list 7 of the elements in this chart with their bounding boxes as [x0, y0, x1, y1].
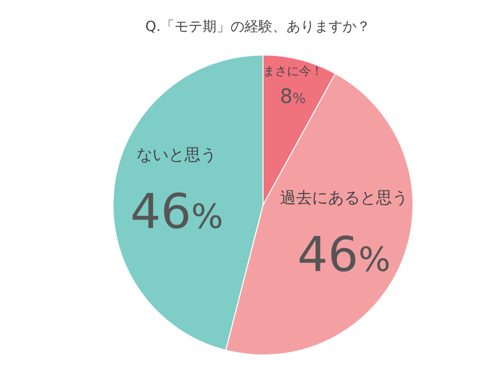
- data-label: 46%: [297, 227, 390, 284]
- chart-title: Q.「モテ期」の経験、ありますか？: [144, 18, 372, 36]
- slice-label: まさに今！: [262, 64, 323, 78]
- slice-label: ないと思う: [136, 145, 217, 164]
- data-label: 46%: [130, 184, 224, 240]
- data-label: 8%: [280, 84, 306, 108]
- slice-label: 過去にあると思う: [280, 188, 408, 208]
